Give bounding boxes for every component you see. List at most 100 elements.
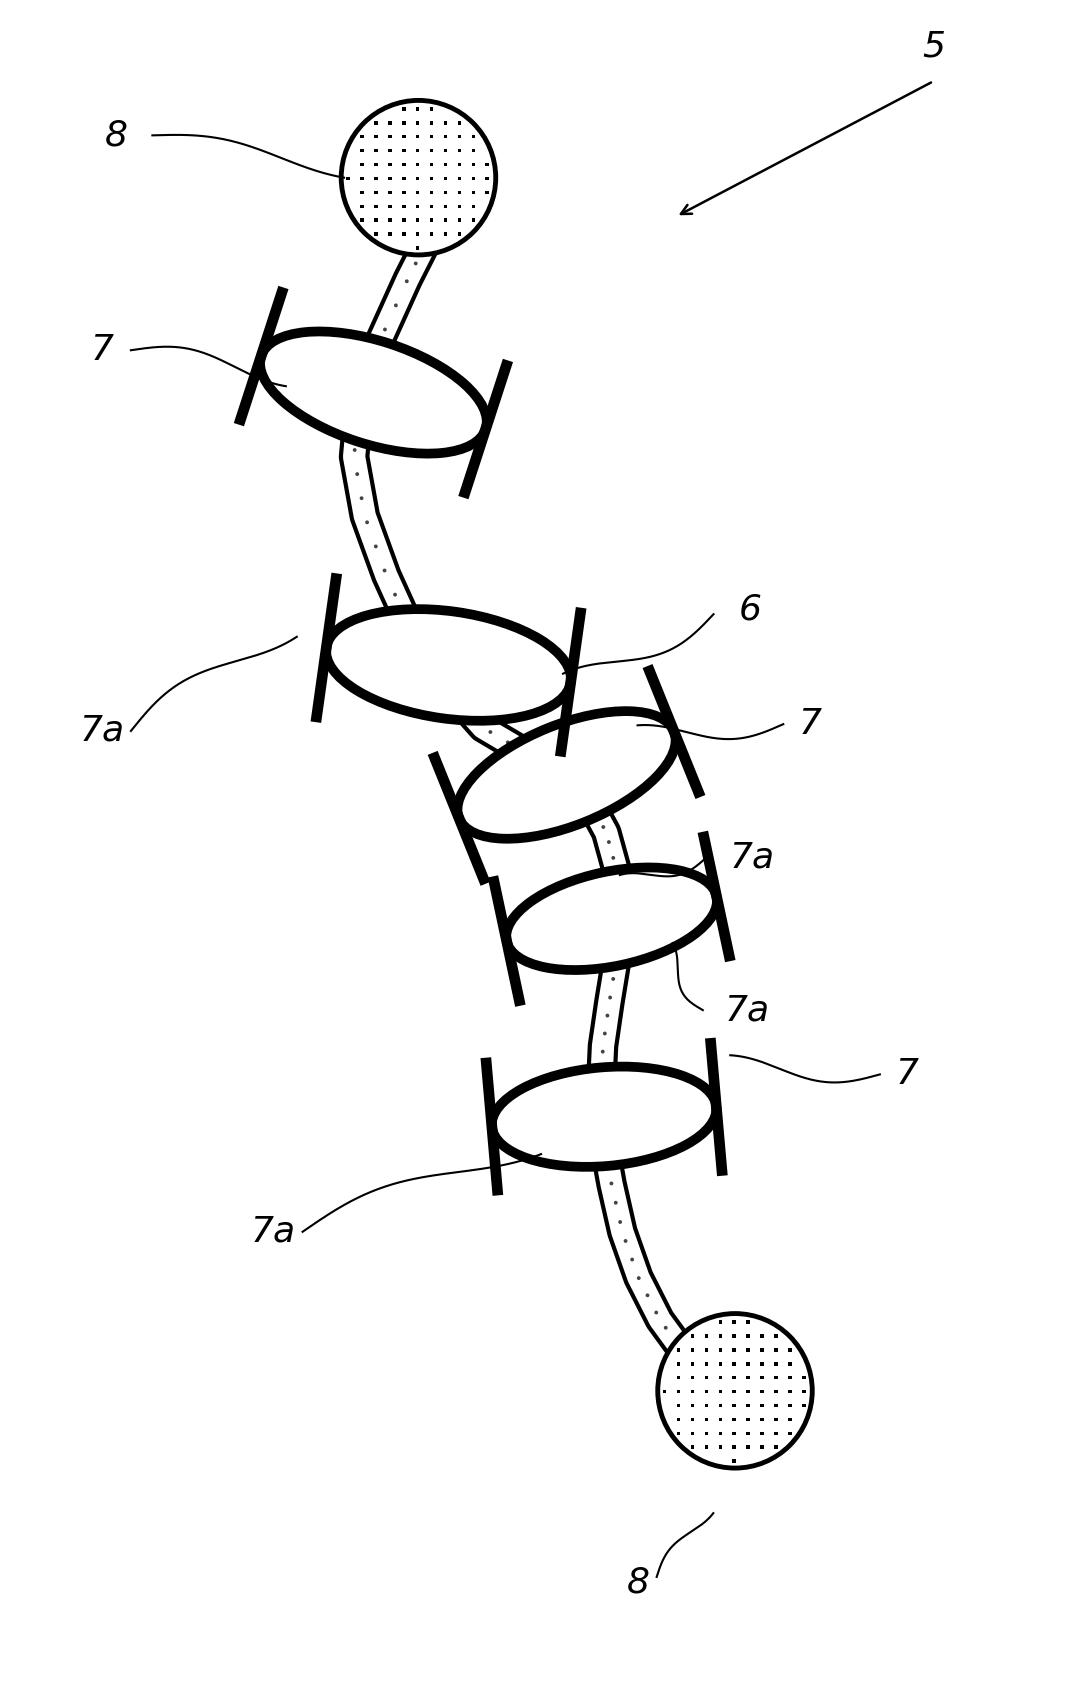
Circle shape — [646, 1293, 649, 1298]
Circle shape — [637, 1276, 641, 1281]
Bar — [402, 176, 406, 179]
Circle shape — [655, 1311, 658, 1315]
Circle shape — [423, 244, 426, 249]
Ellipse shape — [260, 332, 487, 453]
Bar — [388, 176, 392, 179]
Bar — [733, 1404, 736, 1408]
Bar — [747, 1445, 750, 1448]
Bar — [719, 1362, 722, 1365]
Bar — [788, 1376, 792, 1379]
Bar — [416, 122, 420, 125]
Circle shape — [394, 303, 398, 308]
Circle shape — [607, 841, 611, 844]
Circle shape — [575, 788, 578, 792]
Bar — [402, 149, 406, 152]
Bar — [705, 1362, 708, 1365]
Circle shape — [674, 1340, 678, 1343]
Circle shape — [359, 496, 364, 501]
Bar — [677, 1404, 680, 1408]
Circle shape — [355, 472, 359, 475]
Circle shape — [506, 741, 510, 744]
Bar — [677, 1376, 680, 1379]
Bar — [775, 1362, 778, 1365]
Bar — [374, 162, 378, 166]
Bar — [788, 1349, 792, 1352]
Circle shape — [684, 1352, 688, 1357]
Bar — [361, 191, 364, 195]
Bar — [388, 162, 392, 166]
Text: 7: 7 — [798, 707, 822, 741]
Bar — [802, 1389, 806, 1393]
Circle shape — [605, 1014, 609, 1017]
Circle shape — [609, 1181, 614, 1186]
Bar — [402, 107, 406, 110]
Bar — [663, 1389, 666, 1393]
Circle shape — [449, 193, 453, 196]
Circle shape — [357, 399, 361, 404]
Bar — [677, 1389, 680, 1393]
Bar — [444, 122, 447, 125]
Bar — [705, 1418, 708, 1421]
Bar — [458, 162, 461, 166]
Bar — [761, 1404, 764, 1408]
Circle shape — [431, 227, 436, 230]
Bar — [747, 1362, 750, 1365]
Circle shape — [603, 1032, 606, 1036]
Circle shape — [587, 797, 590, 802]
Bar — [705, 1404, 708, 1408]
Bar — [788, 1404, 792, 1408]
Bar — [471, 191, 475, 195]
Bar — [775, 1349, 778, 1352]
Circle shape — [405, 279, 409, 283]
Circle shape — [365, 521, 369, 525]
Circle shape — [353, 448, 356, 452]
Bar — [444, 205, 447, 208]
Circle shape — [664, 1327, 667, 1330]
Circle shape — [442, 682, 445, 685]
Bar — [788, 1389, 792, 1393]
Bar — [430, 135, 433, 139]
Bar — [430, 218, 433, 222]
Circle shape — [488, 731, 493, 734]
Bar — [374, 176, 378, 179]
Circle shape — [472, 716, 476, 719]
Circle shape — [601, 1049, 605, 1054]
Bar — [705, 1431, 708, 1435]
Bar — [733, 1335, 736, 1338]
Bar — [761, 1445, 764, 1448]
Bar — [388, 122, 392, 125]
Ellipse shape — [506, 868, 717, 970]
Bar — [458, 135, 461, 139]
Circle shape — [617, 890, 620, 893]
Bar — [775, 1376, 778, 1379]
Circle shape — [405, 618, 408, 621]
Text: 5: 5 — [922, 29, 945, 63]
Bar — [719, 1431, 722, 1435]
Bar — [430, 122, 433, 125]
Circle shape — [601, 826, 605, 829]
Circle shape — [614, 1201, 618, 1205]
Bar — [388, 205, 392, 208]
Bar — [775, 1389, 778, 1393]
Bar — [402, 122, 406, 125]
Bar — [471, 149, 475, 152]
Bar — [485, 176, 489, 179]
Bar — [416, 205, 420, 208]
Circle shape — [692, 1360, 696, 1365]
Bar — [347, 176, 350, 179]
Ellipse shape — [326, 609, 571, 721]
Bar — [444, 191, 447, 195]
Bar — [430, 162, 433, 166]
Bar — [402, 162, 406, 166]
Bar — [733, 1349, 736, 1352]
Bar — [458, 205, 461, 208]
Circle shape — [429, 660, 432, 665]
Bar — [747, 1335, 750, 1338]
Bar — [361, 135, 364, 139]
Bar — [430, 176, 433, 179]
Bar — [705, 1335, 708, 1338]
Bar — [747, 1389, 750, 1393]
Bar — [733, 1320, 736, 1323]
Bar — [677, 1431, 680, 1435]
Bar — [705, 1349, 708, 1352]
